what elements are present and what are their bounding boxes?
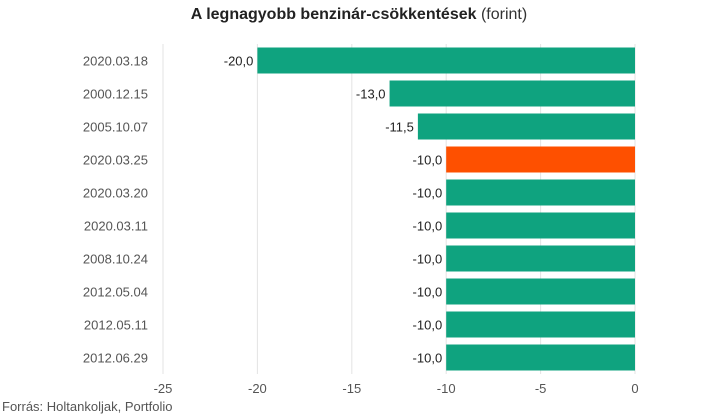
x-tick-label: -5 (535, 381, 547, 396)
category-label: 2008.10.24 (83, 252, 148, 267)
category-label: 2020.03.18 (83, 54, 148, 69)
data-label: -10,0 (413, 186, 443, 201)
data-label: -20,0 (224, 54, 254, 69)
data-label: -10,0 (413, 153, 443, 168)
data-label: -11,5 (385, 120, 414, 135)
bar (446, 179, 635, 206)
category-label: 2020.03.20 (83, 186, 148, 201)
x-tick-label: -25 (154, 381, 173, 396)
bar (446, 245, 635, 272)
bar (446, 212, 635, 239)
data-label: -10,0 (413, 285, 443, 300)
chart-title: A legnagyobb benzinár-csökkentések (fori… (0, 6, 718, 24)
category-label: 2012.05.11 (84, 318, 148, 333)
data-label: -13,0 (356, 87, 386, 102)
data-label: -10,0 (413, 252, 443, 267)
chart-title-main: A legnagyobb benzinár-csökkentések (190, 6, 477, 23)
category-label: 2012.05.04 (83, 285, 148, 300)
x-tick-label: -20 (248, 381, 267, 396)
category-label: 2020.03.25 (83, 153, 148, 168)
bar (257, 47, 635, 74)
bar (446, 311, 635, 338)
x-tick-label: 0 (631, 381, 638, 396)
bar (446, 278, 635, 305)
category-label: 2012.06.29 (83, 351, 148, 366)
data-label: -10,0 (413, 351, 443, 366)
category-label: 2020.03.11 (84, 219, 148, 234)
bar (446, 146, 635, 173)
x-tick-label: -15 (342, 381, 361, 396)
bar (446, 344, 635, 371)
category-label: 2005.10.07 (83, 120, 148, 135)
chart-title-unit: (forint) (480, 6, 528, 23)
data-label: -10,0 (413, 318, 443, 333)
data-label: -10,0 (413, 219, 443, 234)
bar (417, 113, 635, 140)
bar (389, 80, 635, 107)
category-label: 2000.12.15 (83, 87, 148, 102)
source-note: Forrás: Holtankoljak, Portfolio (2, 399, 173, 414)
x-tick-label: -10 (437, 381, 456, 396)
